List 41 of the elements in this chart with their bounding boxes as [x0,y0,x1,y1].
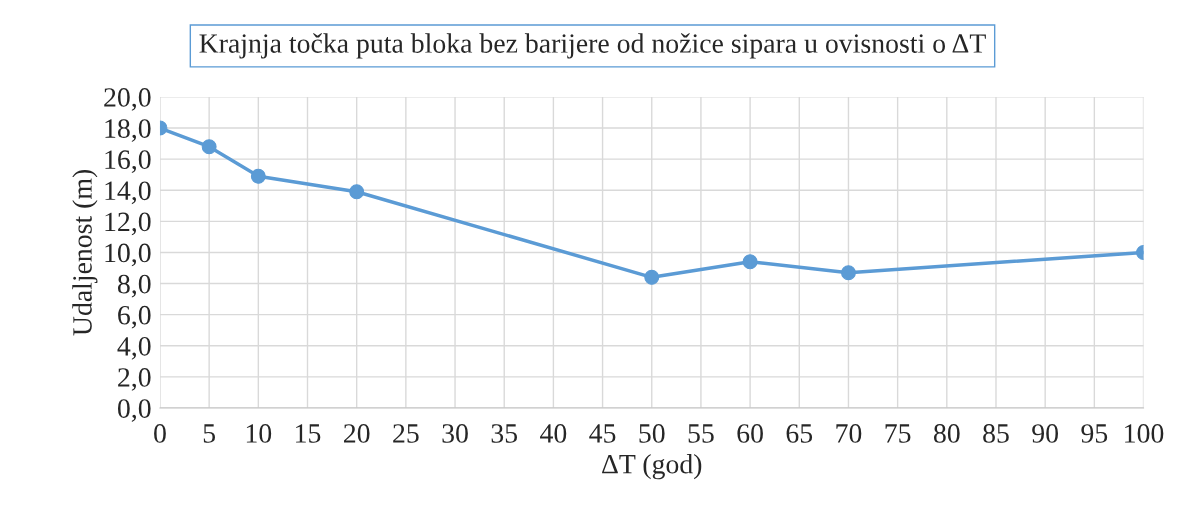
x-tick-label: 70 [836,424,862,443]
x-tick-label: 95 [1081,424,1108,443]
x-axis-title: ΔT (god) [602,454,702,480]
x-tick-label: 60 [737,424,763,443]
x-tick-label: 25 [393,424,419,443]
x-tick-label: 10 [246,424,272,443]
y-tick-label: 2,0 [118,368,151,391]
x-tick-label: 5 [203,424,216,443]
chart-title: Krajnja točka puta bloka bez barijere od nožice sipara u ovisnosti o ΔT [199,33,986,59]
x-tick-label: 40 [540,424,567,443]
x-tick-label: 35 [491,424,518,443]
x-tick-label: 50 [639,424,665,443]
y-tick-label: 18,0 [105,119,151,142]
y-axis-title: Udaljenost (m) [72,169,98,336]
x-tick-label: 65 [786,424,813,443]
y-tick-label: 14,0 [105,181,151,205]
x-tick-label: 80 [933,424,960,443]
x-tick-label: 0 [154,424,166,443]
x-tick-label: 90 [1032,424,1058,443]
x-tick-label: 75 [885,424,911,443]
x-tick-label: 20 [344,424,370,443]
y-tick-label: 12,0 [105,212,151,236]
point [644,269,660,285]
point [349,184,365,200]
y-tick-label: 10,0 [105,243,151,267]
x-tick-label: 100 [1125,424,1164,443]
y-tick-label: 0,0 [117,399,151,422]
x-tick-label: 15 [296,424,321,443]
x-tick-label: 55 [688,424,714,443]
y-tick-label: 4,0 [117,336,151,360]
y-tick-label: 6,0 [118,305,151,329]
y-tick-label: 20,0 [104,88,151,111]
y-tick-label: 16,0 [105,150,151,174]
point [250,168,266,184]
x-tick-label: 45 [589,424,616,443]
point [742,254,758,270]
x-tick-label: 30 [442,424,468,443]
point [841,265,856,281]
y-tick-label: 8,0 [117,274,151,298]
x-tick-label: 85 [983,424,1009,443]
point [201,139,217,155]
